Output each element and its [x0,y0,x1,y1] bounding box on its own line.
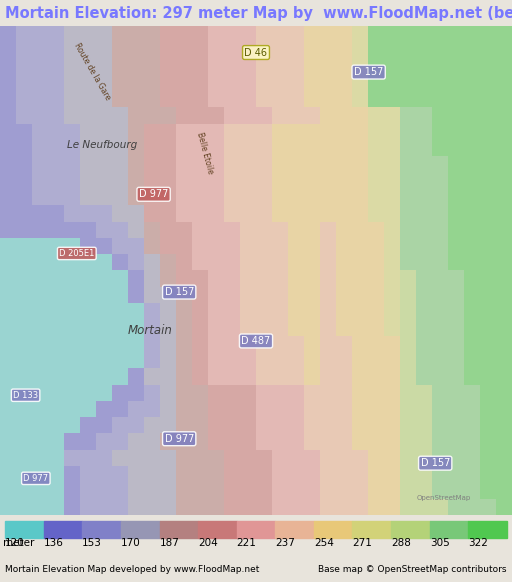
Text: meter: meter [3,538,34,548]
Bar [275,521,314,538]
Text: D 487: D 487 [241,336,271,346]
Bar [44,521,82,538]
Text: Le Neufbourg: Le Neufbourg [67,140,137,150]
Text: Base map © OpenStreetMap contributors: Base map © OpenStreetMap contributors [318,565,507,574]
Text: D 46: D 46 [245,48,267,58]
Bar [391,521,430,538]
Text: 288: 288 [391,538,411,548]
Bar [5,521,44,538]
Bar [82,521,121,538]
Bar [237,521,275,538]
Text: OpenStreetMap: OpenStreetMap [417,495,471,502]
Text: Route de la Gare: Route de la Gare [72,41,112,101]
Text: D 977: D 977 [164,434,194,443]
Bar [314,521,352,538]
Text: D 133: D 133 [13,391,38,400]
Text: D 157: D 157 [354,67,383,77]
Text: D 977: D 977 [139,189,168,199]
Text: 204: 204 [198,538,218,548]
Text: Mortain Elevation: 297 meter Map by  www.FloodMap.net (beta): Mortain Elevation: 297 meter Map by www.… [5,6,512,20]
Text: 153: 153 [82,538,102,548]
Bar [121,521,160,538]
Text: 322: 322 [468,538,488,548]
Text: 237: 237 [275,538,295,548]
Text: 120: 120 [5,538,25,548]
Text: D 157: D 157 [164,287,194,297]
Text: Mortain: Mortain [128,324,173,337]
Bar [468,521,507,538]
Text: 136: 136 [44,538,63,548]
Bar [430,521,468,538]
Bar [198,521,237,538]
Text: Belle Etoile: Belle Etoile [195,131,215,175]
Text: Mortain Elevation Map developed by www.FloodMap.net: Mortain Elevation Map developed by www.F… [5,565,260,574]
Text: 221: 221 [237,538,257,548]
Text: 271: 271 [352,538,372,548]
Text: 187: 187 [160,538,179,548]
Text: D 157: D 157 [420,458,450,468]
Text: 305: 305 [430,538,450,548]
Text: 254: 254 [314,538,334,548]
Text: 170: 170 [121,538,141,548]
Text: D 205E1: D 205E1 [59,249,95,258]
Bar [160,521,198,538]
Text: D 977: D 977 [23,474,49,483]
Bar [352,521,391,538]
